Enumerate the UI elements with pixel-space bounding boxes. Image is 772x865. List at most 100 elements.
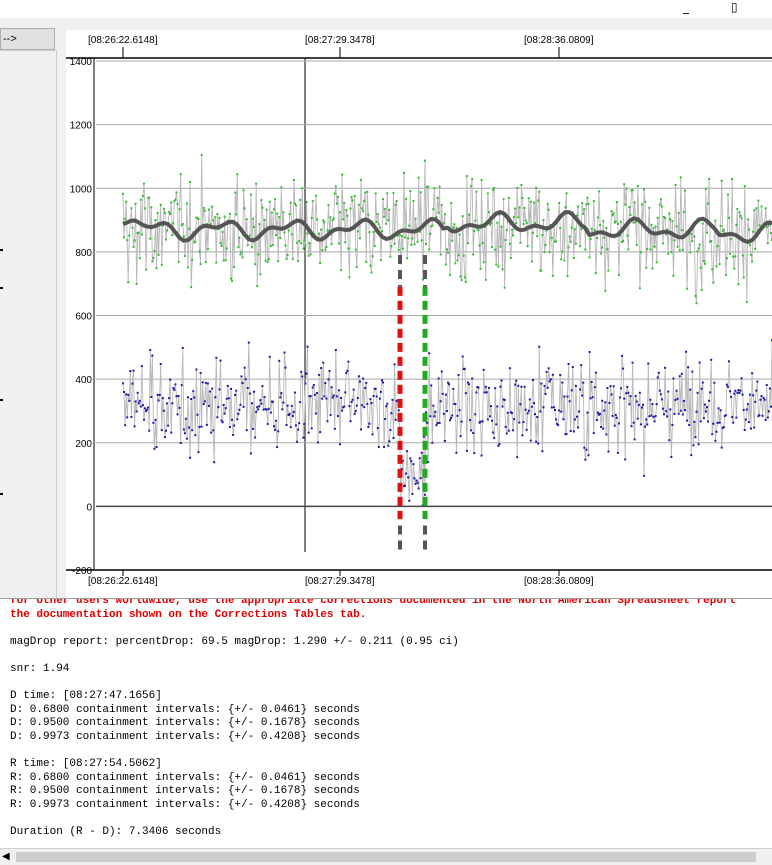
comparison-point	[365, 260, 368, 263]
target-point	[349, 420, 352, 423]
comparison-point	[701, 222, 704, 225]
horizontal-scrollbar[interactable]: ◀	[0, 848, 772, 865]
target-point	[599, 412, 602, 415]
comparison-point	[193, 241, 196, 244]
comparison-point	[604, 289, 607, 292]
scroll-thumb[interactable]	[16, 852, 756, 862]
target-point	[393, 363, 396, 366]
comparison-point	[347, 247, 350, 250]
scroll-left-icon[interactable]: ◀	[2, 851, 10, 862]
comparison-point	[378, 226, 381, 229]
target-point	[553, 409, 556, 412]
comparison-point	[182, 235, 185, 238]
comparison-point	[538, 190, 541, 193]
target-point	[702, 417, 705, 420]
target-point	[621, 354, 624, 357]
target-point	[736, 391, 739, 394]
target-point	[302, 436, 305, 439]
target-point	[502, 398, 505, 401]
bottom-timestamp-label: [08:27:29.3478]	[305, 576, 375, 587]
target-point	[592, 432, 595, 435]
comparison-point	[271, 244, 274, 247]
comparison-point	[653, 245, 656, 248]
comparison-point	[144, 207, 147, 210]
target-point	[574, 384, 577, 387]
target-point	[127, 393, 130, 396]
target-point	[761, 414, 764, 417]
comparison-point	[189, 181, 192, 184]
comparison-point	[276, 212, 279, 215]
target-point	[487, 386, 490, 389]
target-point	[530, 405, 533, 408]
target-point	[434, 410, 437, 413]
target-point	[385, 405, 388, 408]
restore-icon[interactable]: ▯	[731, 0, 738, 14]
comparison-point	[393, 242, 396, 245]
target-point	[750, 427, 753, 430]
target-point	[693, 420, 696, 423]
comparison-point	[663, 215, 666, 218]
arrow-button[interactable]: -->	[0, 28, 55, 50]
comparison-point	[194, 240, 197, 243]
comparison-point	[537, 199, 540, 202]
comparison-point	[649, 248, 652, 251]
target-point	[160, 429, 163, 432]
comparison-point	[514, 207, 517, 210]
comparison-point	[241, 256, 244, 259]
target-point	[561, 381, 564, 384]
comparison-point	[228, 212, 231, 215]
comparison-point	[416, 240, 419, 243]
comparison-point	[303, 239, 306, 242]
target-point	[547, 367, 550, 370]
target-point	[522, 421, 525, 424]
comparison-point	[270, 211, 273, 214]
comparison-point	[433, 187, 436, 190]
y-tick-label: 600	[75, 312, 92, 323]
target-point	[331, 396, 334, 399]
target-point	[264, 408, 267, 411]
comparison-point	[324, 248, 327, 251]
target-point	[508, 367, 511, 370]
comparison-point	[470, 185, 473, 188]
comparison-point	[168, 211, 171, 214]
target-point	[346, 369, 349, 372]
comparison-point	[661, 242, 664, 245]
target-point	[411, 492, 414, 495]
target-point	[648, 415, 651, 418]
target-point	[604, 401, 607, 404]
target-point	[214, 396, 217, 399]
comparison-point	[255, 182, 258, 185]
target-point	[438, 421, 441, 424]
target-point	[532, 402, 535, 405]
comparison-point	[429, 232, 432, 235]
report-text-area[interactable]: for other users worldwide, use the appro…	[0, 598, 772, 849]
comparison-point	[355, 266, 358, 269]
light-curve-plot[interactable]: [08:26:22.6148] [08:27:29.3478] [08:28:36.…	[66, 30, 772, 598]
target-point	[245, 429, 248, 432]
comparison-point	[704, 187, 707, 190]
target-point	[199, 371, 202, 374]
comparison-point	[740, 217, 743, 220]
comparison-point	[598, 190, 601, 193]
target-point	[191, 429, 194, 432]
comparison-point	[712, 281, 715, 284]
minimize-icon[interactable]: _	[683, 0, 689, 14]
left-control-panel	[0, 50, 57, 598]
report-line: the documentation shown on the Correctio…	[10, 608, 367, 621]
comparison-point	[290, 233, 293, 236]
target-point	[414, 482, 417, 485]
target-point	[369, 398, 372, 401]
comparison-point	[366, 190, 369, 193]
target-point	[357, 375, 360, 378]
target-point	[674, 398, 677, 401]
comparison-point	[293, 202, 296, 205]
comparison-point	[398, 234, 401, 237]
comparison-point	[566, 275, 569, 278]
comparison-point	[426, 185, 429, 188]
target-point	[315, 392, 318, 395]
comparison-point	[504, 239, 507, 242]
comparison-point	[197, 217, 200, 220]
target-point	[724, 414, 727, 417]
target-point	[497, 444, 500, 447]
comparison-point	[411, 237, 414, 240]
